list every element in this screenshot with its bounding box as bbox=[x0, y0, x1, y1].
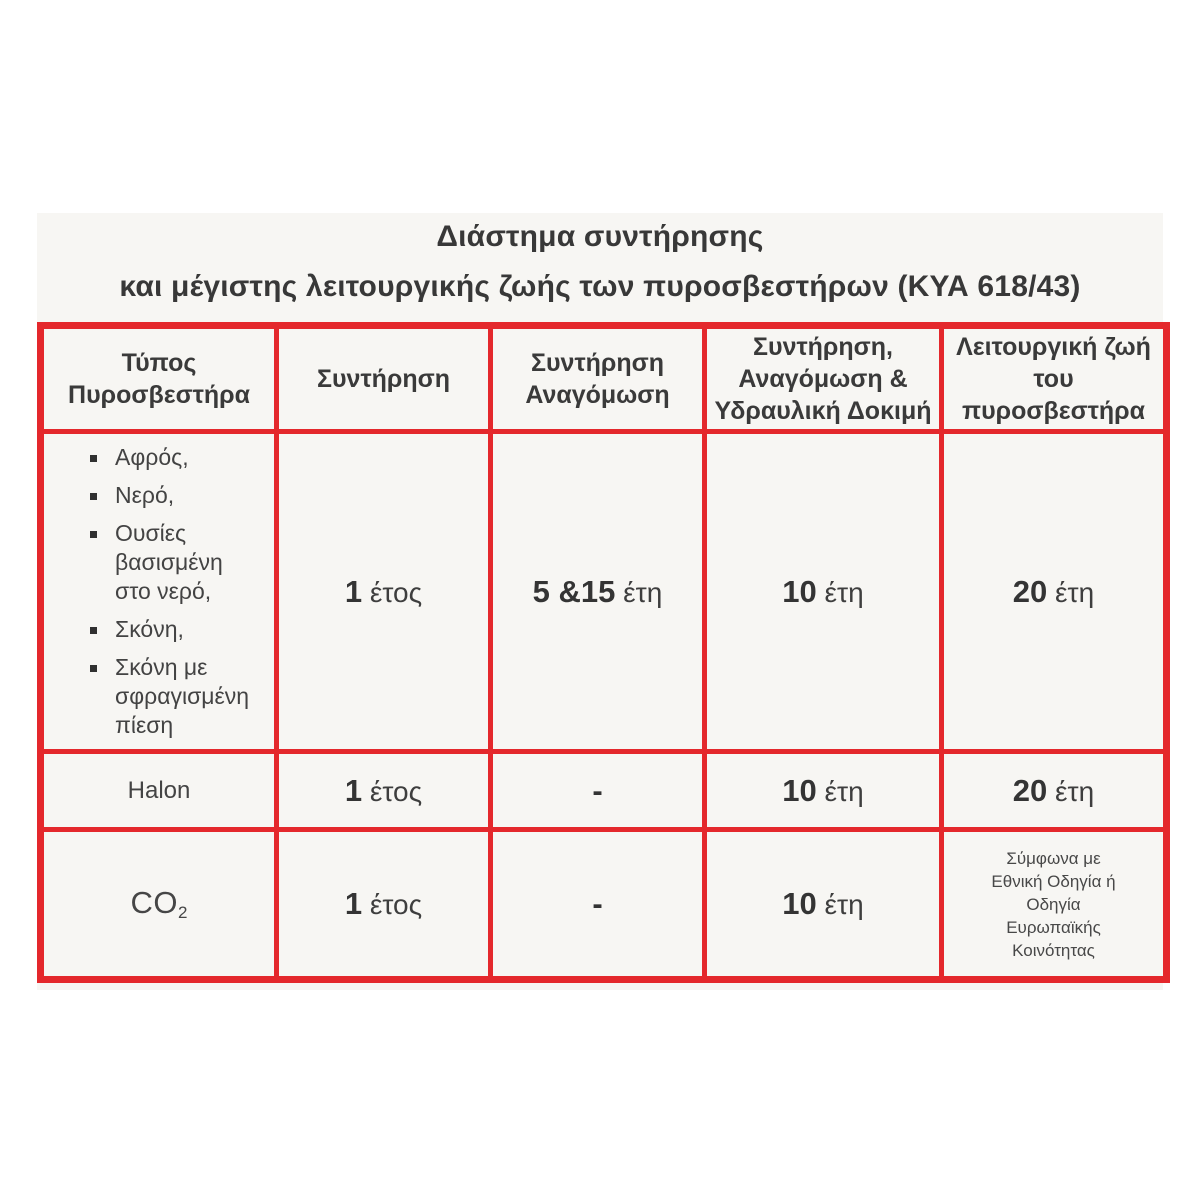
header-line: Αναγόμωση bbox=[525, 381, 670, 409]
note-line: Ευρωπαϊκής bbox=[1006, 917, 1101, 937]
header-cell-maintenance: Συντήρηση bbox=[274, 323, 493, 434]
value-unit: έτη bbox=[1047, 576, 1095, 608]
value-unit: έτος bbox=[362, 576, 423, 608]
co2-subscript: 2 bbox=[178, 903, 188, 922]
header-line: Τύπος bbox=[121, 349, 197, 377]
header-line: του πυροσβεστήρα bbox=[961, 365, 1146, 425]
page-title: Διάστημα συντήρησης και μέγιστης λειτουρ… bbox=[37, 213, 1163, 304]
cell-halon-type: Halon bbox=[38, 749, 279, 832]
content-panel: Διάστημα συντήρησης και μέγιστης λειτουρ… bbox=[37, 213, 1170, 990]
note-line: Σύμφωνα με bbox=[1006, 848, 1101, 868]
cell-water-life: 20 έτη bbox=[939, 429, 1169, 754]
header-line: Υδραυλική Δοκιμή bbox=[714, 397, 932, 425]
bullet-icon bbox=[90, 531, 97, 538]
note-line: Εθνική Οδηγία ή bbox=[991, 871, 1116, 891]
value-number: - bbox=[592, 772, 603, 808]
page-title-line2: και μέγιστης λειτουργικής ζωής των πυροσ… bbox=[119, 270, 1081, 303]
value-number: 1 bbox=[344, 573, 363, 609]
cell-co2-recharge: - bbox=[488, 827, 707, 982]
co2-life-notes: Σύμφωνα με Εθνική Οδηγία ή Οδηγία Ευρωπα… bbox=[944, 847, 1163, 962]
list-item: Αφρός, bbox=[88, 443, 264, 472]
cell-co2-maintenance: 1 έτος bbox=[274, 827, 493, 982]
cell-halon-maintenance: 1 έτος bbox=[274, 749, 493, 832]
note-line: Κοινότητας bbox=[1012, 940, 1095, 960]
value-unit: έτη bbox=[816, 889, 864, 920]
value-number: 20 bbox=[1012, 573, 1048, 609]
value-number: - bbox=[592, 886, 603, 921]
cell-halon-life: 20 έτη bbox=[939, 749, 1169, 832]
cell-co2-life: Σύμφωνα με Εθνική Οδηγία ή Οδηγία Ευρωπα… bbox=[939, 827, 1169, 982]
cell-water-recharge: 5 &15 έτη bbox=[488, 429, 707, 754]
list-item: Σκόνη με σφραγισμένη πίεση bbox=[88, 653, 264, 740]
cell-water-maintenance: 1 έτος bbox=[274, 429, 493, 754]
cell-water-hydraulic: 10 έτη bbox=[702, 429, 944, 754]
value-unit: έτη bbox=[615, 576, 663, 608]
list-item: Νερό, bbox=[88, 481, 264, 510]
value-number: 5 &15 bbox=[532, 573, 616, 609]
value-unit: έτη bbox=[816, 775, 864, 807]
header-line: Πυροσβεστήρα bbox=[68, 381, 250, 409]
list-item-label: Νερό, bbox=[115, 482, 175, 508]
table-row-water-based: Αφρός, Νερό, Ουσίες βασισμένη στο νερό, bbox=[38, 429, 1169, 754]
value-number: 1 bbox=[344, 772, 363, 808]
cell-water-type: Αφρός, Νερό, Ουσίες βασισμένη στο νερό, bbox=[38, 429, 279, 754]
header-cell-type: Τύπος Πυροσβεστήρα bbox=[38, 323, 279, 434]
cell-halon-hydraulic: 10 έτη bbox=[702, 749, 944, 832]
extinguisher-type-list: Αφρός, Νερό, Ουσίες βασισμένη στο νερό, bbox=[44, 443, 274, 740]
maintenance-table: Τύπος Πυροσβεστήρα Συντήρηση Συντήρηση Α… bbox=[37, 322, 1170, 983]
cell-co2-hydraulic: 10 έτη bbox=[702, 827, 944, 982]
list-item-label: Ουσίες βασισμένη στο νερό, bbox=[115, 520, 223, 604]
value-number: 10 bbox=[782, 886, 817, 921]
note-line: Οδηγία bbox=[1026, 894, 1081, 914]
type-label: Halon bbox=[127, 776, 191, 804]
value-number: 1 bbox=[344, 886, 363, 921]
header-cell-operational-life: Λειτουργική ζωή του πυροσβεστήρα bbox=[939, 323, 1169, 434]
value-number: 10 bbox=[782, 573, 817, 609]
header-line: Λειτουργική ζωή bbox=[956, 333, 1151, 361]
value-unit: έτη bbox=[1047, 775, 1095, 807]
list-item: Σκόνη, bbox=[88, 615, 264, 644]
table-header-row: Τύπος Πυροσβεστήρα Συντήρηση Συντήρηση Α… bbox=[38, 323, 1169, 434]
header-line: Αναγόμωση & bbox=[738, 365, 908, 393]
bullet-icon bbox=[90, 627, 97, 634]
table-row-halon: Halon 1 έτος - 10 έτη 20 έτη bbox=[38, 749, 1169, 832]
cell-halon-recharge: - bbox=[488, 749, 707, 832]
header-cell-recharge: Συντήρηση Αναγόμωση bbox=[488, 323, 707, 434]
cell-co2-type: CO2 bbox=[38, 827, 279, 982]
bullet-icon bbox=[90, 665, 97, 672]
list-item-label: Σκόνη με σφραγισμένη πίεση bbox=[115, 654, 250, 738]
list-item: Ουσίες βασισμένη στο νερό, bbox=[88, 519, 264, 606]
value-unit: έτος bbox=[362, 889, 423, 920]
list-item-label: Αφρός, bbox=[115, 444, 189, 470]
value-number: 10 bbox=[782, 772, 817, 808]
value-unit: έτη bbox=[816, 576, 864, 608]
header-cell-hydraulic-test: Συντήρηση, Αναγόμωση & Υδραυλική Δοκιμή bbox=[702, 323, 944, 434]
value-number: 20 bbox=[1012, 772, 1048, 808]
list-item-label: Σκόνη, bbox=[115, 616, 184, 642]
page-title-line1: Διάστημα συντήρησης bbox=[436, 220, 764, 253]
table-row-co2: CO2 1 έτος - 10 έτη Σύμφωνα με Εθνική Οδ… bbox=[38, 827, 1169, 982]
value-unit: έτος bbox=[362, 775, 423, 807]
bullet-icon bbox=[90, 455, 97, 462]
header-line: Συντήρηση bbox=[531, 349, 664, 377]
co2-label: CO bbox=[130, 885, 179, 920]
header-line: Συντήρηση, bbox=[753, 333, 893, 361]
bullet-icon bbox=[90, 493, 97, 500]
header-line: Συντήρηση bbox=[317, 365, 450, 393]
